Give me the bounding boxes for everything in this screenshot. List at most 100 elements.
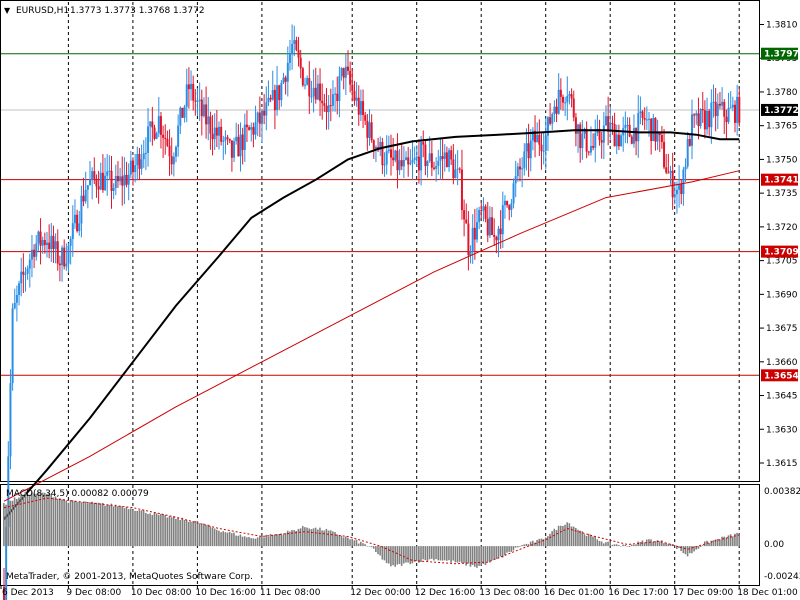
candle-body: [650, 118, 653, 142]
macd-bar: [172, 516, 175, 547]
macd-bar: [276, 534, 278, 547]
candle-body: [426, 161, 429, 167]
macd-bar: [609, 541, 611, 547]
macd-bar: [274, 534, 276, 547]
candle-body: [701, 109, 704, 111]
candle-body: [566, 95, 569, 103]
candle-body: [151, 121, 154, 128]
candle-body: [297, 50, 300, 58]
candle-body: [463, 210, 466, 220]
candle-body: [276, 85, 279, 111]
macd-bar: [497, 546, 500, 559]
macd-bar: [736, 532, 738, 547]
macd-bar: [198, 523, 201, 547]
candle-body: [35, 243, 38, 257]
macd-bar: [142, 510, 145, 547]
candle-body: [194, 100, 197, 102]
candle-body: [734, 104, 736, 123]
candle-body: [632, 128, 635, 144]
macd-bar: [428, 546, 431, 560]
macd-bar: [723, 536, 725, 547]
candle-body: [164, 137, 167, 140]
macd-bar: [669, 543, 672, 547]
candle-body: [288, 54, 291, 63]
candle-body: [452, 159, 455, 179]
macd-bar: [190, 521, 192, 547]
candle-body: [392, 157, 395, 161]
candle-body: [678, 184, 681, 190]
candle-body: [344, 66, 347, 78]
macd-bar: [228, 531, 231, 547]
candle-body: [381, 141, 384, 166]
time-label: 6 Dec 2013: [2, 588, 54, 598]
macd-bar: [35, 493, 37, 547]
macd-bar: [719, 540, 721, 547]
candle-body: [20, 271, 23, 284]
price-label: 1.3780: [766, 88, 798, 98]
price-label: 1.3705: [766, 257, 798, 267]
macd-bar: [334, 532, 336, 547]
candle-body: [667, 172, 670, 174]
macd-bar: [415, 546, 418, 562]
macd-bar: [263, 537, 265, 547]
candle-body: [682, 169, 685, 195]
macd-bar: [213, 528, 216, 547]
macd-signal-polyline: [3, 497, 740, 565]
candle-body: [129, 160, 132, 175]
macd-bar: [353, 540, 356, 547]
candle-body: [536, 134, 539, 143]
macd-bar: [177, 517, 179, 547]
candle-body: [712, 101, 715, 103]
candle-body: [671, 170, 674, 198]
candle-body: [342, 68, 345, 78]
macd-bar: [575, 527, 577, 547]
macd-bar: [323, 530, 326, 547]
macd-bar: [630, 544, 633, 547]
candle-body: [183, 106, 186, 118]
macd-bar: [347, 537, 349, 547]
macd-bar: [605, 542, 607, 547]
candle-body: [587, 151, 590, 153]
candle-body: [273, 89, 276, 111]
macd-bar: [295, 530, 298, 547]
macd-bar: [452, 546, 455, 561]
candle-body: [239, 134, 242, 157]
macd-bar: [587, 533, 590, 547]
candle-body: [454, 169, 457, 179]
macd-bar: [379, 546, 381, 556]
macd-bar: [252, 538, 255, 547]
level-tag: [761, 47, 798, 60]
macd-bar: [600, 541, 603, 547]
candle-body: [637, 113, 640, 142]
candle-body: [65, 263, 68, 267]
candle-body: [366, 120, 369, 138]
candle-body: [439, 156, 442, 161]
candle-body: [433, 167, 435, 169]
macd-bar: [611, 544, 614, 547]
macd-bar: [624, 544, 627, 547]
candle-body: [63, 247, 66, 267]
macd-bar: [607, 541, 609, 547]
macd-bar: [183, 520, 186, 547]
candle-body: [73, 214, 76, 224]
macd-bar: [433, 546, 435, 561]
candle-body: [570, 94, 573, 99]
candle-body: [738, 96, 741, 123]
candle-body: [577, 124, 580, 134]
macd-bar: [157, 514, 160, 547]
current-price-tag: [761, 103, 798, 116]
macd-bar: [446, 546, 448, 561]
candle-body: [512, 183, 515, 204]
macd-bar: [136, 510, 138, 547]
macd-bar: [349, 539, 351, 547]
macd-bar: [13, 497, 16, 547]
candle-body: [149, 121, 152, 127]
macd-bar: [71, 500, 74, 547]
candle-body: [69, 238, 72, 246]
candle-body: [179, 107, 182, 126]
collapse-triangle-icon[interactable]: ▼: [4, 6, 11, 15]
macd-bar: [450, 546, 452, 563]
macd-bar: [91, 501, 93, 547]
candle-body: [230, 140, 233, 158]
